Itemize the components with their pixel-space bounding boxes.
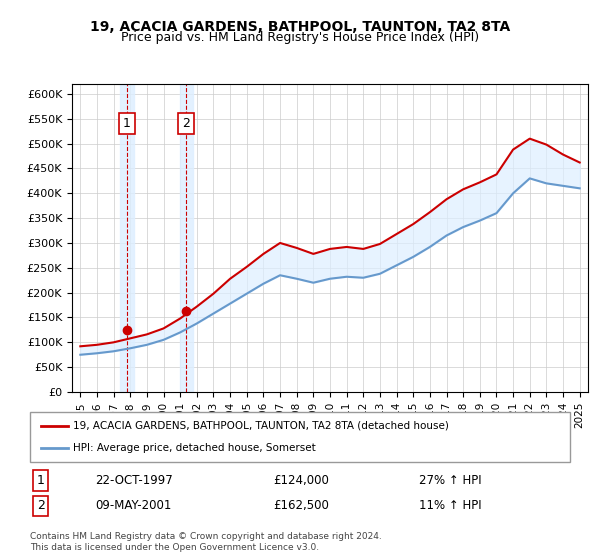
Text: 1: 1: [123, 117, 131, 130]
Text: Price paid vs. HM Land Registry's House Price Index (HPI): Price paid vs. HM Land Registry's House …: [121, 31, 479, 44]
Text: 27% ↑ HPI: 27% ↑ HPI: [419, 474, 481, 487]
Text: 2: 2: [182, 117, 190, 130]
Text: HPI: Average price, detached house, Somerset: HPI: Average price, detached house, Some…: [73, 443, 316, 453]
Text: £124,000: £124,000: [273, 474, 329, 487]
Text: £162,500: £162,500: [273, 500, 329, 512]
Text: Contains HM Land Registry data © Crown copyright and database right 2024.
This d: Contains HM Land Registry data © Crown c…: [30, 532, 382, 552]
Text: 19, ACACIA GARDENS, BATHPOOL, TAUNTON, TA2 8TA: 19, ACACIA GARDENS, BATHPOOL, TAUNTON, T…: [90, 20, 510, 34]
Text: 1: 1: [37, 474, 45, 487]
Text: 19, ACACIA GARDENS, BATHPOOL, TAUNTON, TA2 8TA (detached house): 19, ACACIA GARDENS, BATHPOOL, TAUNTON, T…: [73, 421, 449, 431]
Bar: [179, 84, 193, 392]
Text: 22-OCT-1997: 22-OCT-1997: [95, 474, 173, 487]
Text: 11% ↑ HPI: 11% ↑ HPI: [419, 500, 481, 512]
Bar: [121, 84, 134, 392]
FancyBboxPatch shape: [30, 412, 570, 462]
Text: 09-MAY-2001: 09-MAY-2001: [95, 500, 171, 512]
Text: 2: 2: [37, 500, 45, 512]
